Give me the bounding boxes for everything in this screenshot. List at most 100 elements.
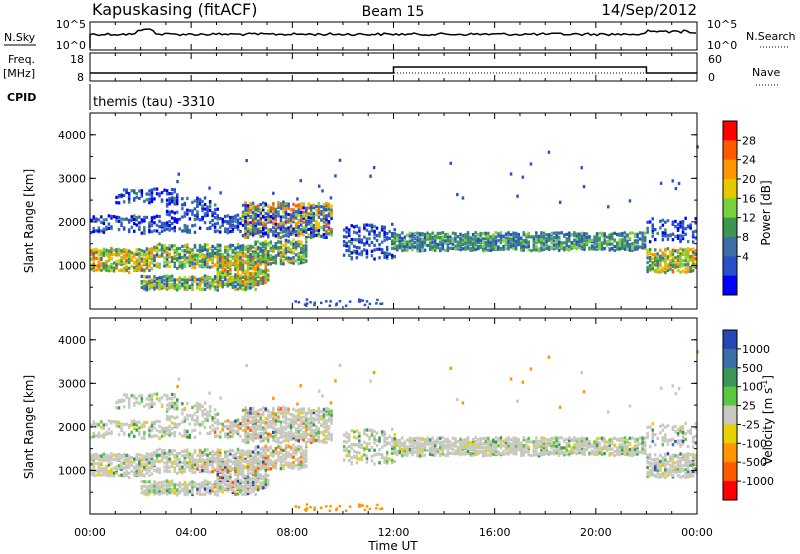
- power-cell: [216, 243, 219, 247]
- velocity-cell: [221, 464, 224, 468]
- power-cell: [398, 246, 402, 250]
- velocity-cell: [183, 492, 187, 497]
- power-cell: [170, 200, 174, 204]
- power-cell: [535, 237, 538, 241]
- velocity-cell: [107, 460, 111, 464]
- velocity-cell: [153, 450, 156, 454]
- power-cell: [694, 249, 697, 253]
- power-cell: [196, 282, 199, 286]
- power-cell: [550, 238, 553, 242]
- power-cell: [100, 215, 103, 219]
- power-cell: [434, 242, 437, 246]
- power-cell: [158, 225, 161, 229]
- power-cell: [112, 215, 116, 219]
- velocity-cell: [115, 400, 118, 404]
- power-cell: [274, 222, 278, 226]
- power-cell: [241, 283, 245, 287]
- power-cell: [267, 278, 270, 282]
- power-cell: [145, 198, 149, 202]
- power-cell: [219, 243, 222, 247]
- velocity-cell: [183, 488, 187, 492]
- power-cell: [224, 258, 227, 262]
- velocity-cell: [224, 469, 227, 473]
- velocity-cell: [165, 403, 169, 407]
- power-cell: [249, 276, 252, 280]
- power-cell: [224, 229, 227, 234]
- power-cell: [105, 218, 108, 222]
- velocity-cell: [221, 425, 224, 429]
- velocity-cell: [186, 483, 189, 487]
- power-cell: [373, 243, 376, 247]
- velocity-cell: [107, 456, 111, 460]
- power-cell: [297, 218, 300, 222]
- power-cell: [191, 280, 194, 284]
- power-cell: [520, 239, 523, 243]
- power-cell: [211, 260, 214, 264]
- power-cell: [358, 229, 361, 233]
- power-cell: [527, 244, 530, 248]
- power-cell: [117, 268, 121, 273]
- power-cell: [317, 222, 321, 226]
- velocity-cell: [191, 414, 194, 418]
- power-cell: [165, 253, 169, 257]
- velocity-cell: [289, 412, 293, 416]
- velocity-cell: [127, 456, 131, 461]
- velocity-cell: [198, 464, 202, 468]
- velocity-cell: [193, 428, 197, 432]
- power-cell: [330, 233, 333, 237]
- power-cell: [201, 276, 204, 280]
- velocity-cell: [251, 487, 255, 491]
- velocity-cell: [249, 487, 252, 491]
- velocity-cell: [264, 423, 267, 427]
- velocity-cell: [305, 430, 308, 434]
- power-cell: [148, 230, 151, 234]
- power-cell: [251, 225, 255, 230]
- power-cell: [256, 273, 260, 277]
- power-cell: [312, 211, 316, 216]
- power-cell: [375, 226, 379, 230]
- velocity-cell: [173, 449, 176, 453]
- power-cell: [428, 241, 432, 245]
- power-cell: [264, 260, 267, 264]
- velocity-cell: [299, 407, 303, 411]
- velocity-cell: [100, 467, 103, 471]
- velocity-cell: [254, 472, 257, 476]
- velocity-cell: [305, 424, 308, 428]
- power-cell: [656, 263, 659, 267]
- velocity-cell: [246, 434, 250, 438]
- power-cell: [208, 186, 211, 190]
- velocity-cell: [181, 483, 184, 487]
- power-cell: [135, 223, 138, 227]
- power-cell: [613, 231, 616, 235]
- velocity-cell: [191, 460, 194, 464]
- power-cell: [494, 241, 498, 245]
- power-cell: [206, 277, 209, 281]
- velocity-cell: [246, 418, 250, 422]
- power-cell: [563, 233, 566, 237]
- velocity-cell: [246, 431, 250, 436]
- power-cell: [497, 239, 500, 243]
- power-cell: [239, 258, 242, 262]
- power-cell: [302, 202, 305, 207]
- power-cell: [153, 279, 156, 283]
- power-cell: [299, 202, 303, 206]
- power-cell: [122, 200, 126, 204]
- power-cell: [633, 234, 637, 238]
- velocity-cell: [244, 474, 247, 478]
- velocity-cell: [203, 417, 207, 421]
- velocity-cell: [92, 434, 95, 439]
- velocity-cell: [181, 420, 184, 424]
- velocity-cell: [294, 416, 298, 420]
- power-cell: [107, 254, 111, 258]
- power-cell: [208, 265, 212, 269]
- velocity-cell: [196, 419, 199, 423]
- power-cell: [464, 233, 467, 237]
- velocity-cell: [219, 430, 222, 434]
- power-cell: [575, 240, 579, 244]
- velocity-cell: [307, 407, 310, 411]
- power-cell: [598, 238, 601, 242]
- power-cell: [279, 224, 283, 228]
- velocity-cell: [246, 489, 250, 493]
- power-cell: [666, 247, 670, 251]
- velocity-cell: [133, 427, 136, 431]
